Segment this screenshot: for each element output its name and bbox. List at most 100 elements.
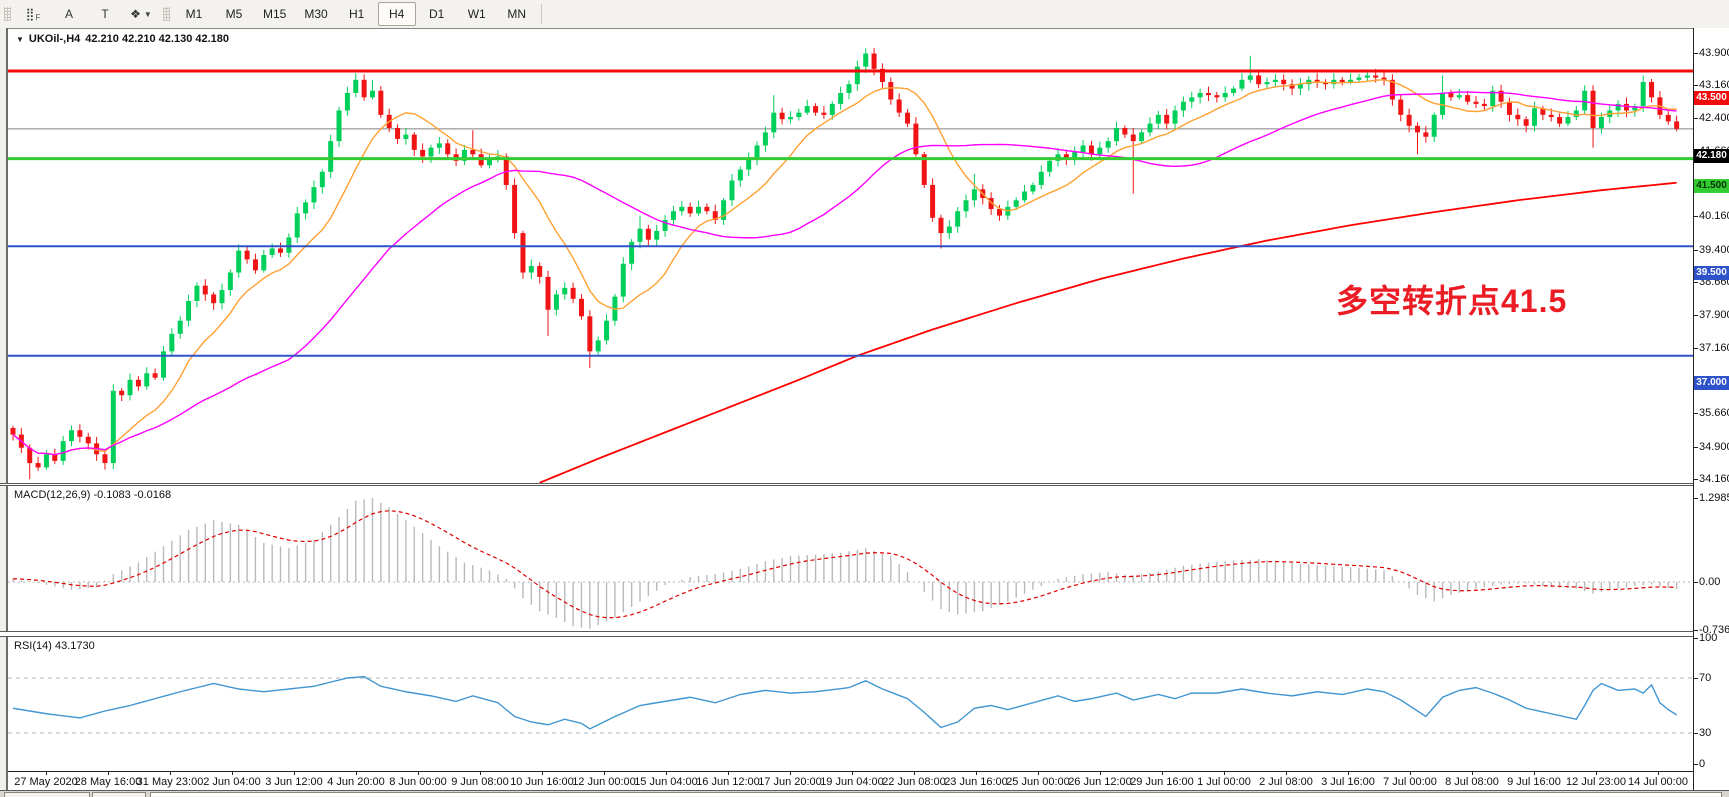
- date-label: 31 May 23:00: [136, 776, 204, 788]
- date-label: 9 Jul 16:00: [1507, 776, 1561, 788]
- tick-chart-sub: F: [35, 12, 41, 22]
- tick-chart-icon[interactable]: ⣿ F: [16, 2, 50, 26]
- rsi-tick-label: 30: [1693, 727, 1712, 739]
- date-label: 27 May 2020: [14, 776, 78, 788]
- date-label: 23 Jun 16:00: [944, 776, 1008, 788]
- symbol-dropdown-icon[interactable]: ▼: [16, 34, 24, 44]
- date-tick: [1348, 772, 1349, 775]
- date-tick: [1410, 772, 1411, 775]
- date-label: 16 Jun 12:00: [696, 776, 760, 788]
- price-tick-label: 42.400: [1694, 112, 1729, 124]
- date-axis[interactable]: 27 May 2020 28 May 16:00 31 May 23:00 2 Jun…: [8, 771, 1693, 791]
- pane-splitter-2[interactable]: [0, 631, 1729, 637]
- rsi-label: RSI(14) 43.1730: [14, 640, 95, 652]
- price-tick-label: 43.900: [1694, 47, 1729, 59]
- timeframe-button-h4[interactable]: H4: [377, 2, 416, 26]
- ohlc-quote: 42.210 42.210 42.130 42.180: [85, 33, 230, 45]
- price-tick-label: 43.160: [1694, 79, 1729, 91]
- date-tick: [1286, 772, 1287, 775]
- date-label: 25 Jun 00:00: [1006, 776, 1070, 788]
- date-tick: [480, 772, 481, 775]
- date-label: 17 Jun 20:00: [758, 776, 822, 788]
- date-tick: [170, 772, 171, 775]
- date-label: 7 Jul 00:00: [1383, 776, 1437, 788]
- toolbar-separator: [540, 4, 542, 24]
- date-label: 28 May 16:00: [74, 776, 142, 788]
- date-label: 26 Jun 12:00: [1068, 776, 1132, 788]
- date-tick: [542, 772, 543, 775]
- price-tag: 41.500: [1694, 178, 1729, 193]
- date-label: 3 Jun 12:00: [265, 776, 323, 788]
- timeframe-button-m5[interactable]: M5: [225, 7, 243, 21]
- date-label: 8 Jun 00:00: [389, 776, 447, 788]
- main-chart-pane: [8, 28, 1693, 484]
- date-label: 1 Jul 00:00: [1197, 776, 1251, 788]
- text-label-icon[interactable]: A: [64, 7, 73, 21]
- timeframe-button-m1[interactable]: M1: [185, 7, 203, 21]
- date-label: 12 Jun 00:00: [572, 776, 636, 788]
- date-label: 19 Jun 04:00: [820, 776, 884, 788]
- pane-splitter-1[interactable]: [0, 483, 1729, 486]
- timeframe-button-w1[interactable]: W1: [467, 7, 486, 21]
- date-label: 3 Jul 16:00: [1321, 776, 1375, 788]
- date-label: 9 Jun 08:00: [451, 776, 509, 788]
- timeframe-button-h1[interactable]: H1: [349, 7, 365, 21]
- price-tick-label: 39.400: [1694, 244, 1729, 256]
- date-tick: [1038, 772, 1039, 775]
- arrow-tools-icon[interactable]: ❖ ▼: [130, 7, 152, 21]
- price-tick-label: 37.160: [1694, 342, 1729, 354]
- date-tick: [604, 772, 605, 775]
- toolbar-grip-2[interactable]: [162, 4, 171, 24]
- date-tick: [914, 772, 915, 775]
- price-tick-label: 34.160: [1694, 473, 1729, 485]
- date-tick: [232, 772, 233, 775]
- date-tick: [108, 772, 109, 775]
- date-label: 14 Jul 00:00: [1628, 776, 1688, 788]
- price-tick-label: 37.900: [1694, 309, 1729, 321]
- date-tick: [46, 772, 47, 775]
- price-tag: 37.000: [1694, 375, 1729, 390]
- rsi-tick-label: 70: [1693, 672, 1712, 684]
- symbol-name: UKOil-,H4: [28, 33, 81, 45]
- date-tick: [1100, 772, 1101, 775]
- trend-annotation: 多空转折点41.5: [1336, 283, 1568, 319]
- timeframe-button-d1[interactable]: D1: [429, 7, 445, 21]
- date-tick: [356, 772, 357, 775]
- date-label: 2 Jul 08:00: [1259, 776, 1313, 788]
- tick-chart-glyph: ⣿: [25, 7, 35, 21]
- date-tick: [852, 772, 853, 775]
- date-tick: [418, 772, 419, 775]
- chart-tab-2[interactable]: [92, 792, 146, 797]
- date-tick: [1162, 772, 1163, 775]
- date-label: 8 Jul 08:00: [1445, 776, 1499, 788]
- date-label: 4 Jun 20:00: [327, 776, 385, 788]
- macd-pane: [8, 486, 1693, 631]
- price-tag: 42.180: [1694, 148, 1729, 163]
- timeframe-button-mn[interactable]: MN: [507, 7, 527, 21]
- timeframe-button-m15[interactable]: M15: [263, 7, 287, 21]
- text-box-icon[interactable]: T: [101, 7, 109, 21]
- date-label: 29 Jun 16:00: [1130, 776, 1194, 788]
- symbol-ohlc-label: ▼ UKOil-,H4 42.210 42.210 42.130 42.180: [16, 33, 229, 45]
- date-tick: [1224, 772, 1225, 775]
- price-axis-border: [1693, 28, 1694, 790]
- date-label: 12 Jul 23:00: [1566, 776, 1626, 788]
- macd-tick-label: 0.00: [1693, 576, 1721, 588]
- chevron-down-icon[interactable]: ▼: [143, 9, 152, 19]
- date-tick: [1472, 772, 1473, 775]
- price-tick-label: 34.900: [1694, 441, 1729, 453]
- price-tag: 43.500: [1694, 91, 1729, 106]
- date-tick: [294, 772, 295, 775]
- price-axis[interactable]: 43.90043.16042.40041.66040.90040.16039.4…: [1693, 28, 1729, 790]
- rsi-tick-label: 100: [1693, 632, 1718, 644]
- macd-tick-label: 1.2985: [1694, 492, 1729, 504]
- date-tick: [976, 772, 977, 775]
- macd-tick-label: -0.7362: [1693, 624, 1729, 636]
- toolbar-grip[interactable]: [3, 4, 12, 24]
- chart-tab-1[interactable]: [4, 792, 90, 797]
- timeframe-button-m30[interactable]: M30: [304, 7, 328, 21]
- date-tick: [1596, 772, 1597, 775]
- chart-tab-active[interactable]: [150, 792, 1722, 797]
- date-label: 2 Jun 04:00: [203, 776, 261, 788]
